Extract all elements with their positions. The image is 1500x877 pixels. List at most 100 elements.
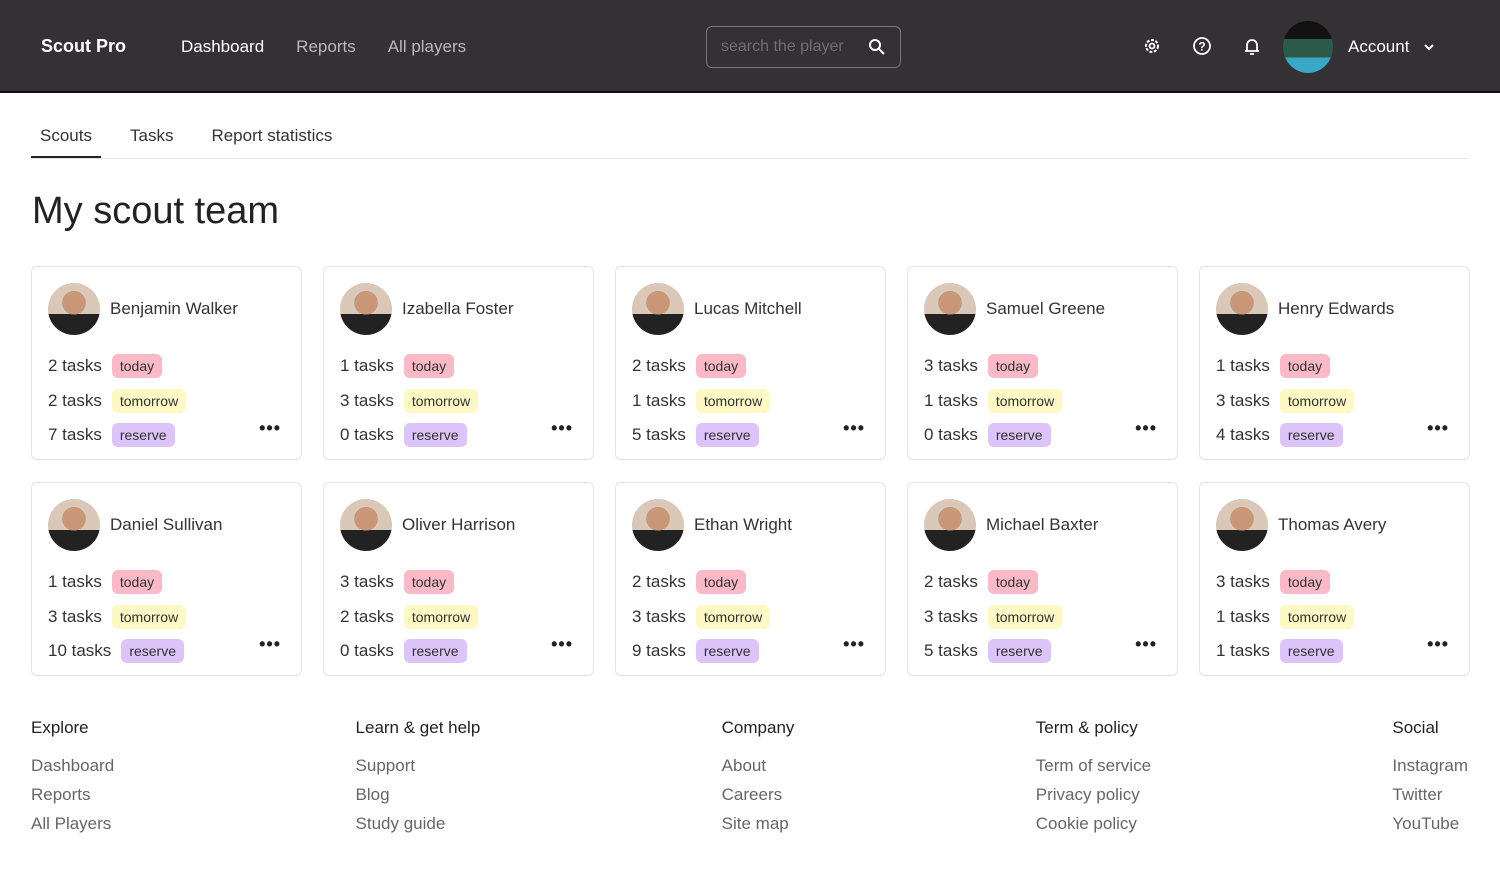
search-icon[interactable] [868,38,886,56]
more-options-icon[interactable]: ••• [1427,418,1449,438]
footer-link[interactable]: Site map [721,814,789,833]
task-count: 0 tasks [340,425,394,445]
scout-card[interactable]: Samuel Greene 3 tasks today 1 tasks tomorrow… [907,266,1178,460]
scout-card[interactable]: Benjamin Walker 2 tasks today 2 tasks tomorr… [31,266,302,460]
footer-link[interactable]: Reports [31,785,91,804]
footer-column: Company About Careers Site map [722,718,795,843]
account-menu[interactable]: Account [1348,37,1435,57]
scout-card[interactable]: Oliver Harrison 3 tasks today 2 tasks tomorr… [323,482,594,676]
chevron-down-icon [1424,44,1435,51]
help-icon[interactable]: ? [1190,34,1214,58]
footer-link[interactable]: Careers [721,785,783,804]
task-count: 9 tasks [632,641,686,661]
task-count: 2 tasks [632,572,686,592]
task-row-reserve: 10 tasks reserve [48,634,285,669]
tab-tasks[interactable]: Tasks [129,126,174,145]
scout-card[interactable]: Thomas Avery 3 tasks today 1 tasks tomorrow 1… [1199,482,1470,676]
more-options-icon[interactable]: ••• [1135,634,1157,654]
task-count: 1 tasks [924,390,978,410]
footer-link[interactable]: Twitter [1392,785,1443,804]
badge-reserve: reserve [987,639,1051,664]
avatar [48,499,100,551]
task-row-reserve: 4 tasks reserve [1216,418,1453,453]
task-count: 2 tasks [48,356,102,376]
task-count: 1 tasks [1216,606,1270,626]
task-count: 2 tasks [340,606,394,626]
svg-text:?: ? [1198,40,1205,54]
task-count: 1 tasks [48,572,102,592]
badge-tomorrow: tomorrow [987,604,1063,629]
account-label: Account [1348,37,1410,56]
gear-icon[interactable] [1140,34,1164,58]
scout-card[interactable]: Izabella Foster 1 tasks today 3 tasks tomorr… [323,266,594,460]
footer-link[interactable]: Term of service [1035,756,1152,775]
scout-card[interactable]: Ethan Wright 2 tasks today 3 tasks tomorrow 9… [615,482,886,676]
task-count: 3 tasks [48,606,102,626]
badge-reserve: reserve [987,423,1051,448]
scout-card[interactable]: Michael Baxter 2 tasks today 3 tasks tomorro… [907,482,1178,676]
task-row-reserve: 0 tasks reserve [924,418,1161,453]
scout-card[interactable]: Daniel Sullivan 1 tasks today 3 tasks tomorr… [31,482,302,676]
nav-all-players[interactable]: All players [387,37,467,56]
bell-icon[interactable] [1240,34,1264,58]
task-row-today: 2 tasks today [48,349,285,384]
footer-link[interactable]: Dashboard [31,756,115,775]
more-options-icon[interactable]: ••• [551,634,573,654]
nav-reports[interactable]: Reports [296,37,356,56]
avatar [632,283,684,335]
avatar [1216,499,1268,551]
scout-name: Thomas Avery [1278,515,1387,534]
logo[interactable]: Scout Pro [41,36,127,56]
footer-link[interactable]: YouTube [1392,814,1460,833]
footer-link[interactable]: About [721,756,767,775]
task-row-tomorrow: 2 tasks tomorrow [340,600,577,635]
footer-column: Explore Dashboard Reports All Players [31,718,114,843]
badge-today: today [695,354,747,379]
nav-dashboard[interactable]: Dashboard [181,37,265,56]
footer-link[interactable]: Privacy policy [1035,785,1140,804]
task-row-reserve: 9 tasks reserve [632,634,869,669]
task-row-reserve: 0 tasks reserve [340,634,577,669]
scout-card[interactable]: Henry Edwards 1 tasks today 3 tasks tomorrow… [1199,266,1470,460]
task-row-today: 2 tasks today [924,565,1161,600]
scout-name: Lucas Mitchell [694,299,802,318]
scout-card[interactable]: Lucas Mitchell 2 tasks today 1 tasks tomorro… [615,266,886,460]
task-count: 1 tasks [632,390,686,410]
search-input[interactable]: search the player [706,26,901,68]
more-options-icon[interactable]: ••• [1135,418,1157,438]
task-count: 1 tasks [1216,641,1270,661]
footer-link[interactable]: All Players [31,814,112,833]
task-row-tomorrow: 1 tasks tomorrow [1216,600,1453,635]
badge-today: today [111,354,163,379]
task-count: 2 tasks [48,390,102,410]
footer-link[interactable]: Cookie policy [1035,814,1137,833]
task-count: 3 tasks [924,356,978,376]
badge-today: today [987,354,1039,379]
scout-name: Benjamin Walker [110,299,238,318]
footer-link[interactable]: Study guide [355,814,446,833]
footer-heading: Term & policy [1035,718,1138,737]
more-options-icon[interactable]: ••• [259,634,281,654]
footer-link[interactable]: Instagram [1392,756,1468,775]
tab-scouts[interactable]: Scouts [31,118,101,158]
more-options-icon[interactable]: ••• [551,418,573,438]
task-count: 3 tasks [340,572,394,592]
task-row-tomorrow: 3 tasks tomorrow [1216,384,1453,419]
task-count: 3 tasks [924,606,978,626]
task-row-today: 1 tasks today [1216,349,1453,384]
more-options-icon[interactable]: ••• [843,418,865,438]
tab-report-statistics[interactable]: Report statistics [211,126,333,145]
more-options-icon[interactable]: ••• [843,634,865,654]
account-avatar[interactable] [1283,21,1333,73]
task-row-tomorrow: 1 tasks tomorrow [924,384,1161,419]
avatar [1216,283,1268,335]
task-count: 3 tasks [1216,390,1270,410]
main-nav: Dashboard Reports All players [181,37,466,57]
footer-link[interactable]: Support [355,756,416,775]
badge-reserve: reserve [1279,639,1343,664]
footer: Explore Dashboard Reports All Players Learn … [31,718,1468,843]
more-options-icon[interactable]: ••• [259,418,281,438]
badge-reserve: reserve [695,423,759,448]
footer-link[interactable]: Blog [355,785,390,804]
more-options-icon[interactable]: ••• [1427,634,1449,654]
